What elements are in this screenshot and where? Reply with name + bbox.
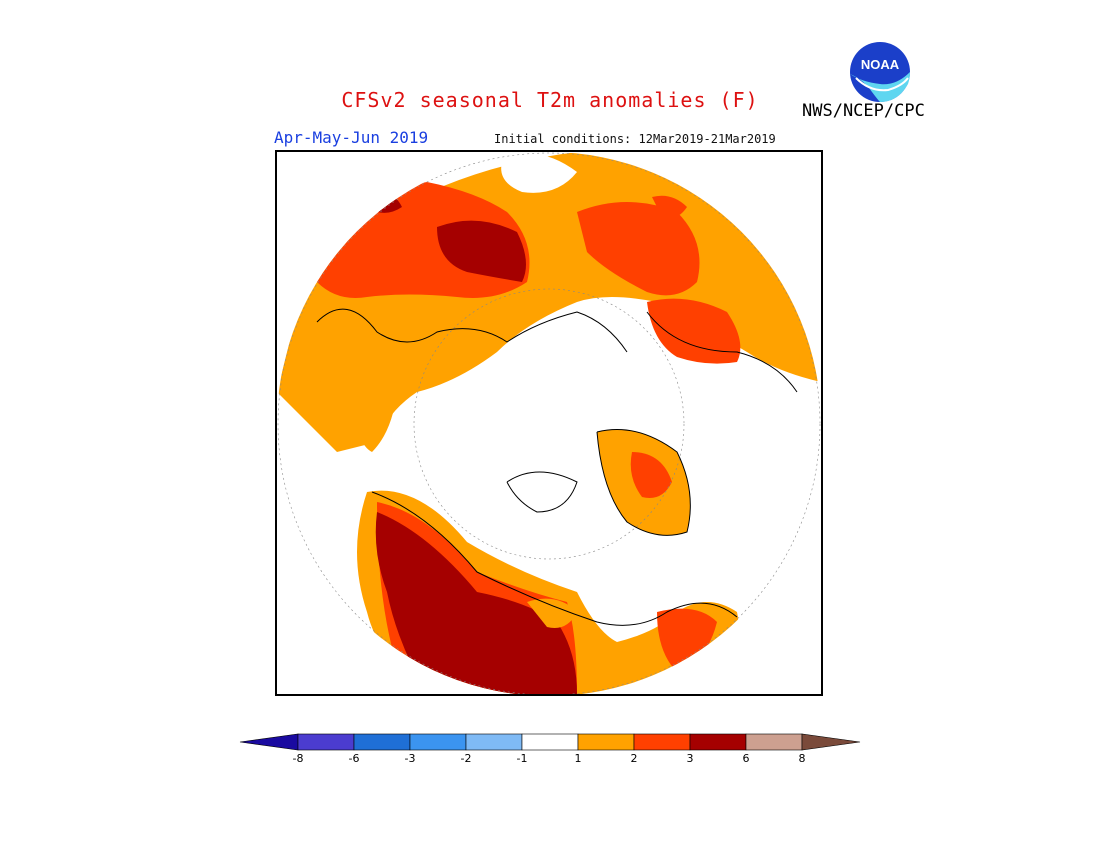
- colorbar: [239, 733, 861, 751]
- colorbar-bin: [409, 733, 467, 751]
- colorbar-tick-label: 3: [686, 752, 694, 765]
- coastlines: [316, 308, 798, 626]
- season-label: Apr-May-Jun 2019: [274, 128, 429, 147]
- redorange-anomaly-scandinavia: [647, 298, 741, 364]
- logo-text: NOAA: [861, 57, 900, 72]
- colorbar-bin: [353, 733, 411, 751]
- colorbar-tick-label: -6: [348, 752, 360, 765]
- map-title: CFSv2 seasonal T2m anomalies (F): [341, 88, 759, 112]
- darkred-anomaly-north-america: [375, 512, 577, 694]
- map-panel: [275, 150, 823, 696]
- colorbar-tick-label: 6: [742, 752, 750, 765]
- initial-conditions-label: Initial conditions: 12Mar2019-21Mar2019: [494, 132, 776, 146]
- darkred-anomaly-siberia: [437, 220, 526, 282]
- agency-label: NWS/NCEP/CPC: [802, 101, 925, 121]
- colorbar-bin: [689, 733, 747, 751]
- colorbar-tick-label: 2: [630, 752, 638, 765]
- colorbar-tick-label: -8: [292, 752, 304, 765]
- colorbar-tick-label: -1: [516, 752, 528, 765]
- colorbar-tick-label: 8: [798, 752, 806, 765]
- colorbar-bin: [297, 733, 355, 751]
- colorbar-arrow-low: [239, 733, 299, 751]
- noaa-logo: NOAA: [850, 42, 910, 102]
- latitude-circle-outer: [277, 152, 821, 694]
- latitude-circle-inner: [413, 288, 685, 560]
- colorbar-bin: [465, 733, 523, 751]
- colorbar-bin: [577, 733, 635, 751]
- colorbar-arrow-high: [801, 733, 861, 751]
- colorbar-tick-label: -2: [460, 752, 472, 765]
- redorange-anomaly-europe: [577, 202, 700, 296]
- colorbar-bin: [521, 733, 579, 751]
- colorbar-tick-label: -3: [404, 752, 416, 765]
- colorbar-bin: [633, 733, 691, 751]
- anomaly-map: [277, 152, 821, 694]
- colorbar-tick-label: 1: [574, 752, 582, 765]
- redorange-anomaly-greenland: [630, 452, 672, 498]
- colorbar-bin: [745, 733, 803, 751]
